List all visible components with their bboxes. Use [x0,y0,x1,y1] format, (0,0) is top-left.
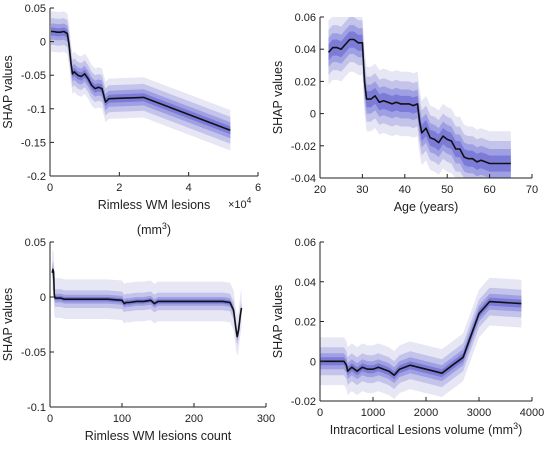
y-tick-label: -0.04 [291,173,316,185]
y-tick-label: -0.2 [27,171,46,183]
x-tick-label: 2 [116,182,122,194]
y-tick-label: -0.02 [291,396,316,408]
x-tick-label: 6 [255,182,261,194]
y-axis-label: SHAP values [271,61,285,134]
x-axis-label: Rimless WM lesions [98,198,211,212]
x-tick-label: 0 [47,182,53,194]
y-tick-label: -0.05 [21,70,46,82]
x-tick-label: 2000 [414,407,438,419]
y-tick-label: -0.1 [27,104,46,116]
y-tick-label: 0.06 [295,237,316,249]
x-tick-label: 0 [47,413,53,425]
x-axis-label: Age (years) [394,200,459,214]
y-tick-label: 0.02 [295,317,316,329]
chart-panel-3: -0.1 -0.05 0 0.05 0 100 200 300 SHAP values Rimle… [1,237,275,443]
y-tick-label: 0.06 [295,12,316,24]
confidence-band-2 [328,17,511,178]
x-axis-label: Rimless WM lesions count [85,429,232,443]
x-tick-label: 200 [185,413,203,425]
y-tick-label: 0.02 [295,76,316,88]
y-tick-label: 0.05 [25,3,46,15]
y-tick-label: 0 [40,292,46,304]
x-tick-label: 20 [314,184,326,196]
x-tick-label: 60 [483,184,495,196]
y-axis-label: SHAP values [1,55,15,128]
y-tick-label: -0.15 [21,137,46,149]
y-tick-label: 0.04 [295,277,316,289]
y-tick-label: 0.05 [25,237,46,249]
confidence-band-4 [320,297,522,380]
mean-shap-line [51,268,243,338]
x-tick-label: 1000 [361,407,385,419]
y-tick-label: 0.04 [295,44,316,56]
y-tick-label: -0.05 [21,347,46,359]
x-tick-label: 0 [317,407,323,419]
x-tick-label: 50 [441,184,453,196]
chart-panel-2: -0.04 -0.02 0 0.02 0.04 0.06 20 30 40 50 60 70 SHAP … [271,12,538,214]
y-axis-label: SHAP values [1,288,15,361]
y-tick-label: 0 [40,37,46,49]
mean-shap-line [320,300,522,377]
x-tick-label: 300 [257,413,275,425]
y-tick-label: 0 [310,109,316,121]
chart-panel-1: -0.2 -0.15 -0.1 -0.05 0 0.05 0 2 4 6 SHAP values Ri… [1,3,261,237]
y-tick-label: 0 [310,356,316,368]
y-tick-label: -0.02 [291,141,316,153]
x-axis-label: Intracortical Lesions volume (mm3) [330,421,523,437]
plot-area [50,242,266,407]
x-axis-unit-label: (mm3) [137,221,171,237]
confidence-band-4 [328,31,511,172]
confidence-band-4 [52,267,242,339]
x-tick-label: 4000 [520,407,544,419]
x-tick-label: 30 [356,184,368,196]
x-tick-label: 4 [186,182,192,194]
x-tick-label: 40 [399,184,411,196]
x-tick-label: 100 [113,413,131,425]
x-axis-exponent: ×104 [228,195,252,211]
mean-shap-line [327,38,511,165]
mean-shap-line [51,30,231,132]
x-tick-label: 3000 [467,407,491,419]
y-tick-label: -0.1 [27,402,46,414]
x-tick-label: 70 [526,184,538,196]
y-axis-label: SHAP values [271,285,285,358]
